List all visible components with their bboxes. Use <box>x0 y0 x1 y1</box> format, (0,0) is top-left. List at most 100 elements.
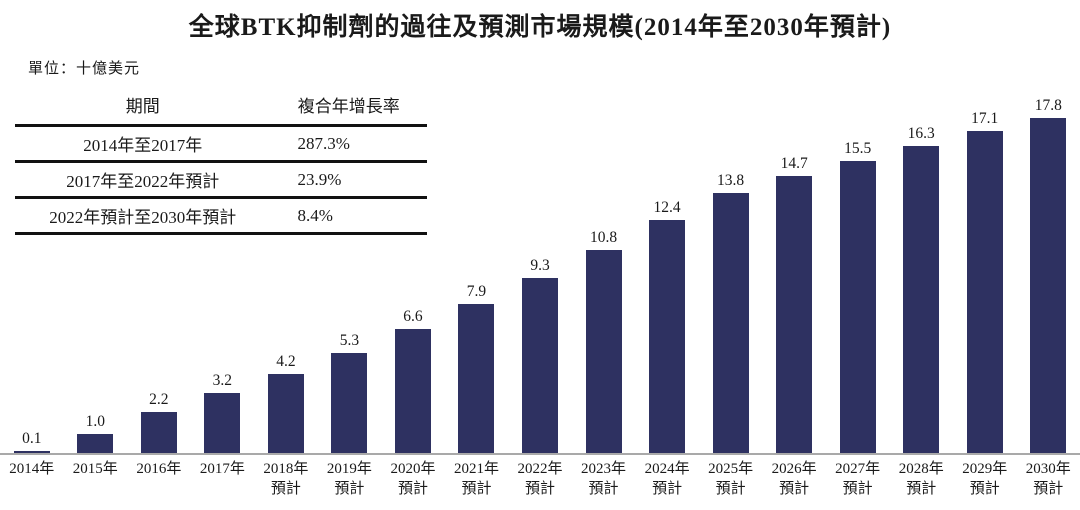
bar-column: 3.2 <box>191 372 255 453</box>
bar-value-label: 4.2 <box>276 353 296 370</box>
x-axis-label-year: 2019年 <box>326 461 372 477</box>
bar-value-label: 0.1 <box>22 430 42 447</box>
x-axis-label-year: 2029年 <box>962 461 1008 477</box>
x-axis-label-year: 2028年 <box>898 461 944 477</box>
x-axis-label: 2014年 <box>0 459 64 499</box>
x-axis-label-year: 2024年 <box>644 461 690 477</box>
x-axis-label: 2025年 預計 <box>699 459 763 499</box>
x-axis-label: 2017年 <box>191 459 255 499</box>
x-axis-label-forecast: 預計 <box>842 481 873 497</box>
chart-title: 全球BTK抑制劑的過往及預測市場規模(2014年至2030年預計) <box>188 14 892 41</box>
cagr-period-cell: 2022年預計至2030年預計 <box>15 197 271 235</box>
bar <box>1030 118 1067 453</box>
x-axis-label-year: 2014年 <box>9 461 55 477</box>
x-axis-label: 2022年 預計 <box>508 459 572 499</box>
bar-column: 1.0 <box>64 413 128 453</box>
x-axis-label-forecast: 預計 <box>779 481 810 497</box>
bar-value-label: 3.2 <box>212 372 233 389</box>
x-axis-label: 2016年 <box>127 459 191 499</box>
bar-value-label: 10.8 <box>589 229 618 246</box>
x-axis-label: 2028年預計 <box>889 459 953 499</box>
bar <box>331 353 368 453</box>
bar <box>522 278 559 453</box>
bar-column: 13.8 <box>699 172 763 453</box>
bar-column: 12.4 <box>635 199 699 453</box>
bar-column: 5.3 <box>318 332 382 453</box>
x-axis-label-year: 2023年 <box>581 461 627 477</box>
bar-value-label: 5.3 <box>339 332 360 349</box>
x-axis-label: 2021年預計 <box>445 459 509 499</box>
x-axis-labels: 2014年 2015年 2016年 2017年 2018年 預計 2019年 預計 2020年預… <box>0 459 1080 499</box>
x-axis-line <box>0 453 1080 455</box>
bar-value-label: 6.6 <box>403 308 423 325</box>
bar-value-label: 17.8 <box>1034 97 1062 114</box>
bar-column: 9.3 <box>508 257 572 453</box>
cagr-period-cell: 2014年至2017年 <box>15 125 271 163</box>
x-axis-label-forecast: 預計 <box>906 481 937 497</box>
bar-value-label: 12.4 <box>653 199 681 216</box>
cagr-value-cell: 287.3% <box>270 125 427 163</box>
bar-value-label: 13.8 <box>717 172 745 189</box>
bar-column: 15.5 <box>826 140 890 453</box>
bar-column: 2.2 <box>127 391 191 453</box>
bar <box>204 393 241 453</box>
x-axis-label-forecast: 預計 <box>270 481 301 497</box>
bar-column: 17.8 <box>1017 97 1080 453</box>
bar-column: 10.8 <box>572 229 636 453</box>
x-axis-label-year: 2027年 <box>835 461 881 477</box>
bar <box>776 176 813 453</box>
bar <box>458 304 495 453</box>
x-axis-label-year: 2030年 <box>1025 461 1071 477</box>
bar <box>13 451 50 453</box>
bar <box>140 412 177 453</box>
x-axis-label-year: 2015年 <box>72 461 118 477</box>
x-axis-label: 2030年 預計 <box>1017 459 1080 499</box>
cagr-table-row: 2022年預計至2030年預計 8.4% <box>15 197 427 235</box>
cagr-table-row: 2017年至2022年預計 23.9% <box>15 161 427 199</box>
bar-value-label: 9.3 <box>530 257 550 274</box>
bar-value-label: 1.0 <box>85 413 105 430</box>
cagr-value-cell: 8.4% <box>270 197 427 235</box>
bar <box>585 250 622 453</box>
x-axis-label-year: 2018年 <box>263 461 309 477</box>
x-axis-label-year: 2022年 <box>517 461 563 477</box>
x-axis-label-year: 2017年 <box>199 461 245 477</box>
x-axis-label-forecast: 預計 <box>461 481 492 497</box>
x-axis-label: 2015年 <box>64 459 128 499</box>
cagr-table-header-cagr: 複合年增長率 <box>270 88 427 127</box>
x-axis-label-forecast: 預計 <box>715 481 746 497</box>
x-axis-label: 2018年預計 <box>254 459 318 499</box>
bar-value-label: 17.1 <box>971 110 999 127</box>
bar <box>77 434 114 453</box>
x-axis-label-forecast: 預計 <box>969 481 1000 497</box>
bar-column: 14.7 <box>762 155 826 453</box>
bar-column: 4.2 <box>254 353 318 453</box>
unit-label: 單位：十億美元 <box>28 61 141 77</box>
bar <box>267 374 304 453</box>
bar-value-label: 14.7 <box>780 155 808 172</box>
x-axis-label-year: 2026年 <box>771 461 817 477</box>
x-axis-label: 2026年預計 <box>762 459 826 499</box>
x-axis-label-forecast: 預計 <box>397 481 428 497</box>
x-axis-label-forecast: 預計 <box>652 481 683 497</box>
bar <box>839 161 876 453</box>
bars-area: 0.1 1.0 2.2 3.2 4.2 5.3 6.6 7.9 9.3 10.8 12.4 13.8 1… <box>0 83 1080 453</box>
bar-value-label: 15.5 <box>844 140 872 157</box>
bar-column: 17.1 <box>953 110 1017 453</box>
cagr-period-cell: 2017年至2022年預計 <box>15 161 271 199</box>
x-axis-label: 2029年預計 <box>953 459 1017 499</box>
bar <box>903 146 940 453</box>
bar <box>649 220 686 453</box>
cagr-value-cell: 23.9% <box>270 161 427 199</box>
bar-column: 7.9 <box>445 283 509 453</box>
x-axis-label: 2019年 預計 <box>318 459 382 499</box>
x-axis-label-year: 2020年 <box>390 461 436 477</box>
bar-value-label: 16.3 <box>907 125 935 142</box>
bar <box>712 193 749 453</box>
x-axis-label: 2020年預計 <box>381 459 445 499</box>
bar-value-label: 7.9 <box>466 283 487 300</box>
bar-column: 16.3 <box>889 125 953 453</box>
x-axis-label-forecast: 預計 <box>588 481 619 497</box>
x-axis-label-year: 2021年 <box>453 461 499 477</box>
